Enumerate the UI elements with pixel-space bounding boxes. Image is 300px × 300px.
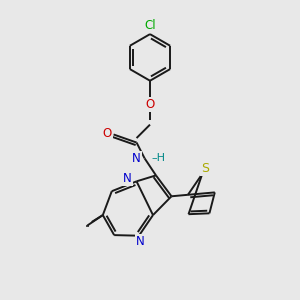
Text: –H: –H xyxy=(151,153,165,164)
Text: N: N xyxy=(136,235,145,248)
Text: S: S xyxy=(201,162,208,175)
Text: Cl: Cl xyxy=(144,19,156,32)
Text: O: O xyxy=(146,98,154,111)
Text: N: N xyxy=(123,172,132,185)
Text: O: O xyxy=(102,128,112,140)
Text: N: N xyxy=(132,152,141,165)
